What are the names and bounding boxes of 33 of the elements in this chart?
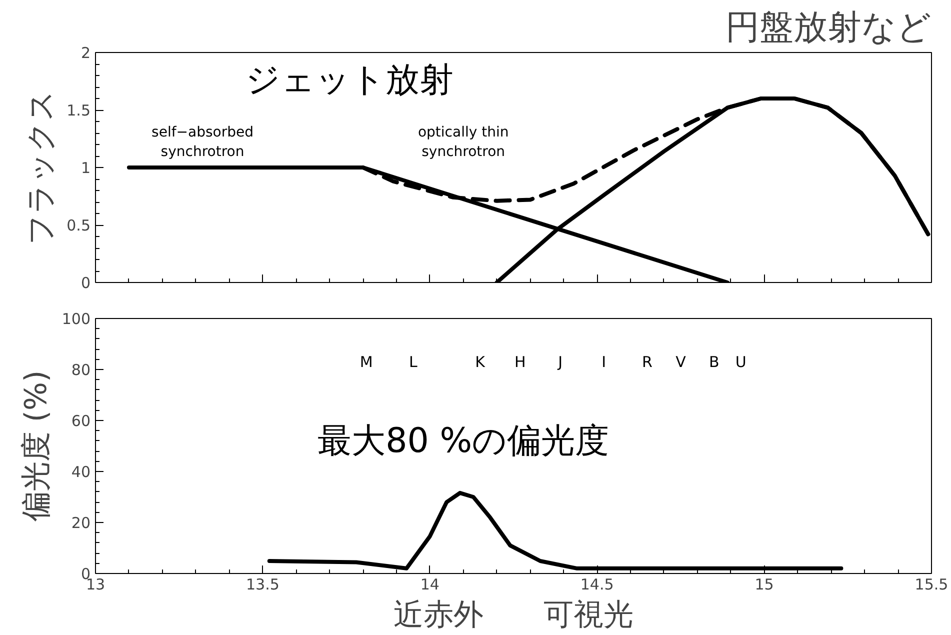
y-tick-label: 20 [71,514,91,532]
y-tick-label: 40 [71,463,91,481]
annotation: B [708,352,720,371]
y-tick-label: 60 [71,412,91,430]
y-tick-label: 80 [71,361,91,379]
x-axis-title: 近赤外 可視光 [394,598,634,632]
y-tick-label: 1.5 [66,102,91,120]
annotation: 最大80 %の偏光度 [318,420,610,461]
y-tick-label: 0 [80,274,91,292]
y-tick-label: 1 [80,159,91,177]
annotation: J [557,352,563,371]
y-tick-label: 100 [62,310,91,328]
annotation: K [475,352,486,371]
x-tick-label: 15.5 [914,576,948,594]
annotation: H [514,352,526,371]
annotation: optically thin synchrotron [418,124,509,160]
y-axis-title: 偏光度 (%) [18,370,54,522]
annotation: ジェット放射 [246,60,454,100]
x-tick-label: 14 [420,576,440,594]
annotation: L [409,352,418,371]
text: 円盤放射など [726,8,932,48]
annotation: U [735,352,746,371]
x-tick-label: 15 [754,576,774,594]
annotation: M [360,352,373,371]
x-tick-label: 14.5 [580,576,614,594]
y-tick-label: 2 [80,44,91,62]
annotation: R [642,352,652,371]
y-tick-label: 0.5 [66,216,91,234]
y-axis-title: フラックス [24,90,59,245]
annotation: V [676,352,687,371]
annotation: self−absorbed synchrotron [152,124,254,160]
annotation: I [602,352,606,371]
x-tick-label: 13.5 [246,576,280,594]
